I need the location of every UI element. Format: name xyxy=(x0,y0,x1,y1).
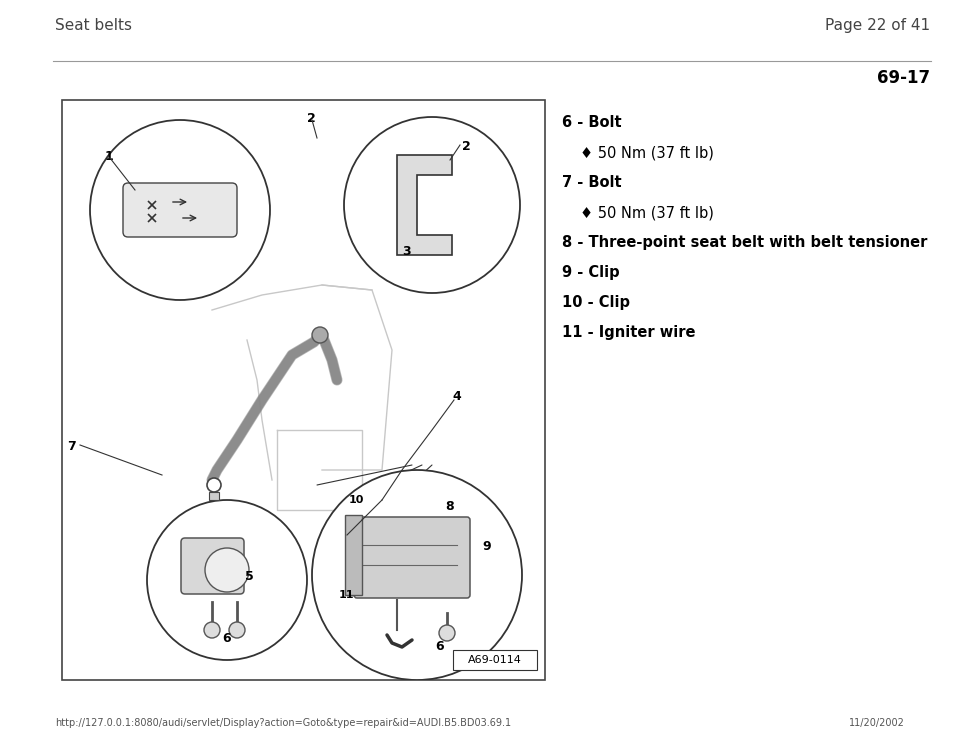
Circle shape xyxy=(312,327,328,343)
Text: 2: 2 xyxy=(307,112,316,125)
Circle shape xyxy=(439,625,455,641)
Circle shape xyxy=(90,120,270,300)
Text: 11 - Igniter wire: 11 - Igniter wire xyxy=(562,325,695,340)
Text: 11: 11 xyxy=(339,590,354,600)
Circle shape xyxy=(204,622,220,638)
Bar xyxy=(62,100,545,680)
Text: 3: 3 xyxy=(402,245,411,258)
Circle shape xyxy=(344,117,520,293)
Text: 11/20/2002: 11/20/2002 xyxy=(850,718,905,728)
Text: 9 - Clip: 9 - Clip xyxy=(562,265,619,280)
Text: 5: 5 xyxy=(245,570,253,583)
Circle shape xyxy=(147,500,307,660)
Text: http://127.0.0.1:8080/audi/servlet/Display?action=Goto&type=repair&id=AUDI.B5.BD: http://127.0.0.1:8080/audi/servlet/Displ… xyxy=(55,718,511,728)
FancyBboxPatch shape xyxy=(123,183,237,237)
Text: A69-0114: A69-0114 xyxy=(468,655,522,665)
FancyBboxPatch shape xyxy=(181,538,244,594)
Text: 10 - Clip: 10 - Clip xyxy=(562,295,630,310)
Text: 2: 2 xyxy=(462,140,470,153)
Text: 10: 10 xyxy=(349,495,365,505)
Text: 8: 8 xyxy=(445,500,454,513)
FancyBboxPatch shape xyxy=(354,517,470,598)
Polygon shape xyxy=(345,515,362,595)
Circle shape xyxy=(229,622,245,638)
Text: 9: 9 xyxy=(482,540,491,553)
Text: 7 - Bolt: 7 - Bolt xyxy=(562,175,621,190)
Text: 1: 1 xyxy=(105,150,113,163)
Circle shape xyxy=(205,548,249,592)
Text: ♦ 50 Nm (37 ft lb): ♦ 50 Nm (37 ft lb) xyxy=(580,145,713,160)
Circle shape xyxy=(312,470,522,680)
Text: 69-17: 69-17 xyxy=(876,69,930,87)
Text: Page 22 of 41: Page 22 of 41 xyxy=(825,18,930,33)
Text: 6: 6 xyxy=(222,632,230,645)
FancyBboxPatch shape xyxy=(453,650,537,670)
Text: 7: 7 xyxy=(67,440,76,453)
Text: 6: 6 xyxy=(435,640,444,653)
Circle shape xyxy=(207,478,221,492)
Text: 4: 4 xyxy=(452,390,461,403)
Polygon shape xyxy=(397,155,452,255)
Bar xyxy=(209,492,219,500)
Text: 6 - Bolt: 6 - Bolt xyxy=(562,115,621,130)
Text: ♦ 50 Nm (37 ft lb): ♦ 50 Nm (37 ft lb) xyxy=(580,205,713,220)
Text: Seat belts: Seat belts xyxy=(55,18,132,33)
Text: 8 - Three-point seat belt with belt tensioner: 8 - Three-point seat belt with belt tens… xyxy=(562,235,927,250)
